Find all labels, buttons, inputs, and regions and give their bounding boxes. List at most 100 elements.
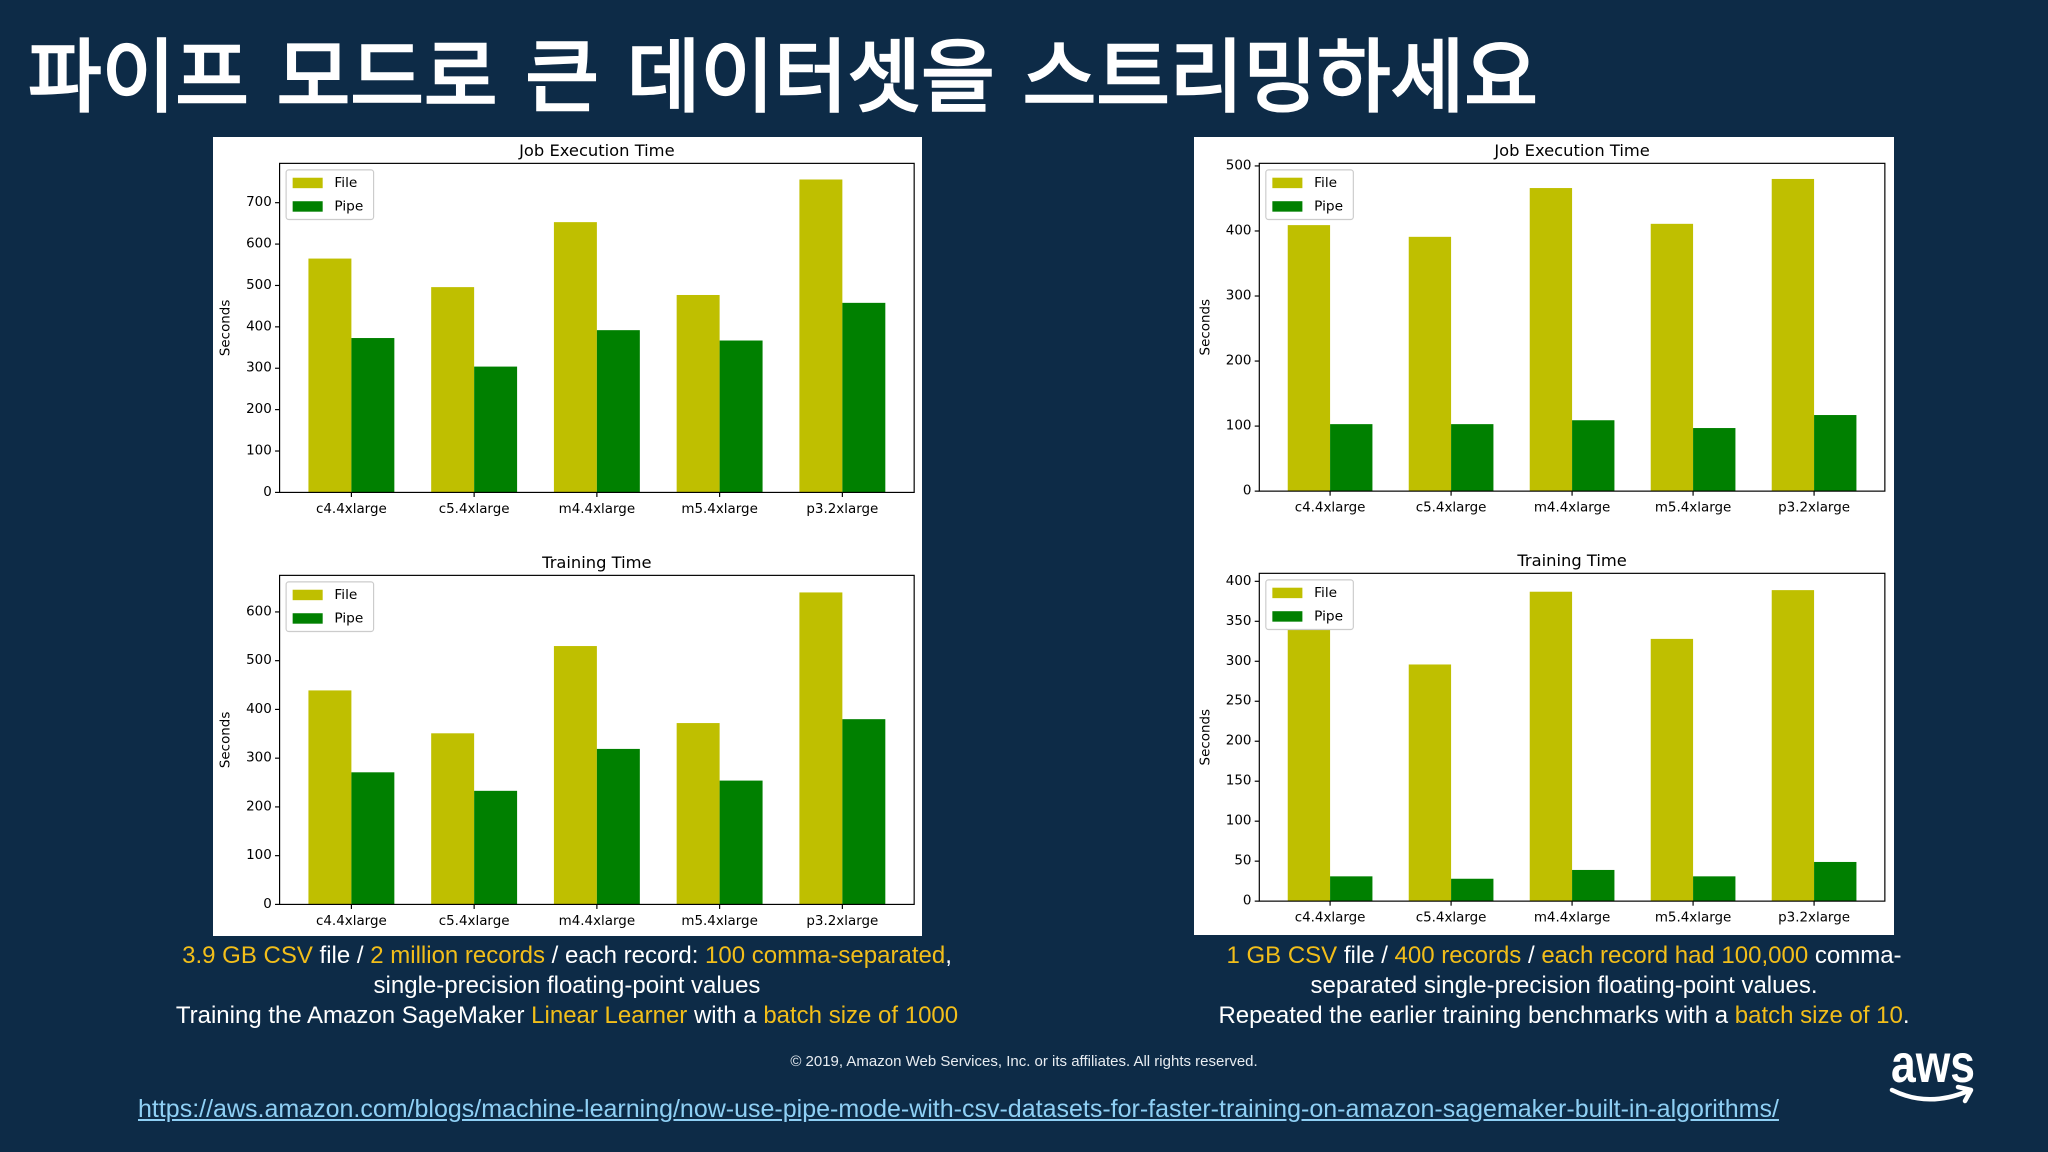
- y-tick-label: 700: [246, 195, 272, 210]
- caption-highlight: each record had 100,000: [1541, 942, 1809, 969]
- x-tick-label: c5.4xlarge: [1416, 911, 1487, 926]
- caption-text: /: [1521, 942, 1542, 969]
- caption-line: separated single-precision floating-poin…: [1104, 971, 2024, 1001]
- legend-swatch-file: [1272, 587, 1303, 599]
- bar-file-c4-4xlarge: [308, 258, 352, 493]
- chart-title: Training Time: [541, 553, 651, 572]
- caption-line: Repeated the earlier training benchmarks…: [1104, 1001, 2024, 1031]
- caption-highlight: batch size of 10: [1734, 1002, 1903, 1029]
- caption-highlight: 3.9 GB CSV: [182, 942, 313, 969]
- aws-smile-arrow-icon: [1889, 1087, 1971, 1102]
- caption-line: 1 GB CSV file / 400 records / each recor…: [1104, 941, 2024, 971]
- x-tick-label: c5.4xlarge: [1416, 501, 1487, 516]
- caption-highlight: 400 records: [1394, 942, 1522, 969]
- chart-training-time-right: 0 50 100 150 200 250 300 350 400 c4.4xlarge c5.4xl…: [1198, 551, 1886, 926]
- x-tick-label: c4.4xlarge: [1295, 501, 1366, 516]
- caption-highlight: batch size of 1000: [763, 1002, 959, 1029]
- caption-text: separated single-precision floating-poin…: [1310, 972, 1818, 999]
- bar-pipe-m4-4xlarge: [1572, 869, 1615, 902]
- bar-file-c5-4xlarge: [431, 287, 475, 493]
- caption-text: comma-: [1808, 942, 1902, 969]
- y-tick-label: 50: [1234, 854, 1251, 869]
- chart-job-execution-time-left: 0 100 200 300 400 500 600 700 c4.4xlarge c5.4xlar…: [219, 141, 915, 517]
- y-tick-label: 400: [246, 319, 272, 334]
- bars: [1287, 590, 1857, 902]
- caption-text: Training the Amazon SageMaker: [175, 1002, 532, 1029]
- bars: [308, 592, 886, 905]
- y-tick-label: 0: [1243, 484, 1252, 499]
- bar-pipe-p3-2xlarge: [1814, 415, 1857, 492]
- x-tick-label: c5.4xlarge: [439, 502, 510, 517]
- legend: File Pipe: [1265, 169, 1354, 221]
- y-tick-label: 200: [246, 799, 272, 814]
- caption-text: with a: [687, 1002, 764, 1029]
- y-axis-label: Seconds: [219, 300, 234, 356]
- aws-smile-arrowhead-icon: [1955, 1084, 1974, 1104]
- y-tick-label: 350: [1226, 614, 1252, 629]
- x-tick-label: c4.4xlarge: [316, 914, 387, 929]
- x-tick-label: c4.4xlarge: [1295, 911, 1366, 926]
- y-tick-label: 150: [1226, 774, 1252, 789]
- bar-pipe-m5-4xlarge: [1693, 876, 1736, 902]
- y-tick-label: 200: [246, 402, 272, 417]
- legend-swatch-pipe: [1272, 201, 1303, 212]
- chart-job-execution-time-right: 0 100 200 300 400 500 c4.4xlarge c5.4xlarge m4.4…: [1198, 141, 1886, 516]
- caption-text: ,: [945, 942, 952, 969]
- caption-line: single-precision floating-point values: [117, 971, 1017, 1001]
- chart-title: Training Time: [1516, 551, 1626, 570]
- caption-text: / each record:: [544, 942, 706, 969]
- caption-highlight: 2 million records: [370, 942, 545, 969]
- bar-pipe-c5-4xlarge: [474, 790, 518, 905]
- x-tick-label: m4.4xlarge: [559, 914, 635, 929]
- legend: File Pipe: [285, 169, 375, 221]
- bar-file-m4-4xlarge: [1529, 591, 1573, 902]
- x-tick-label: m4.4xlarge: [559, 502, 635, 517]
- y-tick-label: 500: [246, 653, 272, 668]
- caption-right: 1 GB CSV file / 400 records / each recor…: [1104, 941, 2024, 1031]
- x-tick-label: p3.2xlarge: [1778, 911, 1850, 926]
- y-tick-label: 200: [1226, 734, 1252, 749]
- slide-title: 파이프 모드로 큰 데이터셋을 스트리밍하세요: [28, 31, 1538, 124]
- source-blog-link[interactable]: https://aws.amazon.com/blogs/machine-lea…: [138, 1095, 1779, 1123]
- x-tick-label: m5.4xlarge: [1655, 911, 1731, 926]
- bar-pipe-m4-4xlarge: [596, 330, 640, 493]
- bar-pipe-c4-4xlarge: [1330, 424, 1373, 492]
- caption-highlight: 100 comma-separated: [705, 942, 946, 969]
- x-tick-label: c4.4xlarge: [316, 502, 387, 517]
- y-tick-label: 500: [1226, 158, 1252, 173]
- bar-pipe-c4-4xlarge: [1330, 876, 1373, 902]
- caption-line: Training the Amazon SageMaker Linear Lea…: [117, 1001, 1017, 1031]
- bar-file-c5-4xlarge: [431, 733, 475, 905]
- x-tick-label: m5.4xlarge: [681, 914, 757, 929]
- y-axis-label: Seconds: [1198, 299, 1213, 355]
- bar-file-p3-2xlarge: [799, 592, 843, 905]
- bar-file-c4-4xlarge: [1287, 225, 1331, 492]
- chart-panel-right: 0 100 200 300 400 500 c4.4xlarge c5.4xlarge m4.4…: [1194, 137, 1894, 935]
- caption-text: .: [1902, 1002, 1910, 1029]
- y-tick-label: 250: [1226, 694, 1252, 709]
- aws-logo: aws: [1889, 1046, 1975, 1104]
- bar-pipe-c5-4xlarge: [1451, 424, 1494, 492]
- bar-pipe-m5-4xlarge: [719, 340, 763, 493]
- bars: [308, 179, 886, 493]
- bars: [1287, 178, 1857, 492]
- y-tick-label: 400: [246, 702, 272, 717]
- caption-highlight: Linear Learner: [531, 1002, 688, 1029]
- legend-label-file: File: [334, 175, 357, 191]
- bar-pipe-p3-2xlarge: [842, 302, 886, 493]
- legend-label-file: File: [1314, 175, 1337, 191]
- bar-pipe-c4-4xlarge: [351, 338, 395, 493]
- bar-file-m5-4xlarge: [676, 294, 720, 493]
- bar-file-p3-2xlarge: [1771, 178, 1815, 492]
- legend-swatch-pipe: [292, 613, 323, 624]
- bar-file-m5-4xlarge: [1650, 223, 1694, 492]
- y-tick-label: 100: [246, 848, 272, 863]
- chart-training-time-left: 0 100 200 300 400 500 600 c4.4xlarge c5.4xlarge m…: [219, 553, 915, 929]
- bar-pipe-p3-2xlarge: [1814, 861, 1857, 902]
- legend-swatch-file: [292, 177, 323, 189]
- y-tick-label: 500: [246, 278, 272, 293]
- bar-file-m4-4xlarge: [553, 646, 597, 905]
- chart-title: Job Execution Time: [1493, 141, 1650, 160]
- legend-swatch-file: [1272, 177, 1303, 189]
- legend-label-file: File: [1314, 585, 1337, 601]
